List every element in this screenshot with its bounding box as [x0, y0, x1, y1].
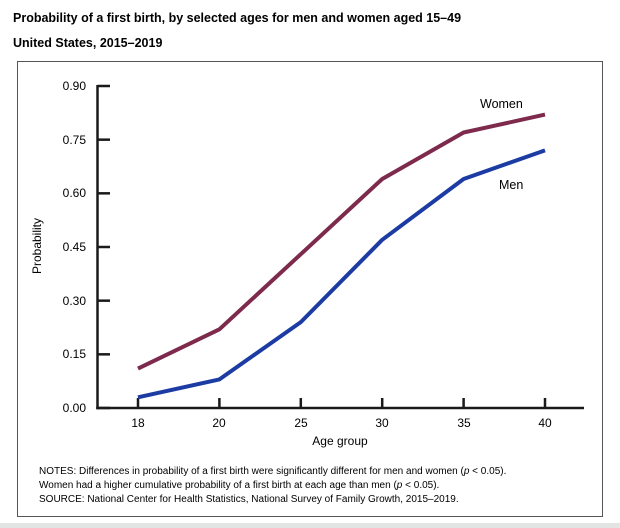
- figure-header: Probability of a first birth, by selecte…: [13, 6, 607, 56]
- y-axis-title: Probability: [30, 217, 44, 275]
- note-line: Women had a higher cumulative probabilit…: [39, 480, 440, 491]
- figure-subtitle: United States, 2015–2019: [13, 36, 163, 50]
- x-tick-label: 20: [212, 416, 226, 430]
- notes-block: NOTES: Differences in probability of a f…: [39, 465, 599, 507]
- y-tick-label: 0.15: [62, 347, 86, 361]
- page-bottom-strip: [0, 523, 620, 528]
- y-tick-label: 0.30: [62, 294, 86, 308]
- series-line-women: [137, 112, 546, 371]
- plot-svg: [96, 84, 584, 410]
- x-axis-title: Age group: [312, 434, 368, 448]
- chart-panel: Probability Age group 0.90 0.75 0.60 0.4…: [17, 61, 603, 517]
- x-tick-label: 18: [131, 416, 145, 430]
- series-label-women: Women: [480, 97, 523, 111]
- x-tick-label: 35: [457, 416, 471, 430]
- x-tick-label: 25: [294, 416, 308, 430]
- x-tick-label: 30: [375, 416, 389, 430]
- note-line: SOURCE: National Center for Health Stati…: [39, 494, 459, 505]
- y-tick-label: 0.90: [62, 79, 86, 93]
- figure-title: Probability of a first birth, by selecte…: [13, 11, 462, 25]
- y-tick-label: 0.75: [62, 133, 86, 147]
- note-line: NOTES: Differences in probability of a f…: [39, 466, 507, 477]
- series-label-men: Men: [499, 178, 524, 192]
- x-tick-label: 40: [538, 416, 552, 430]
- series-line-men: [137, 148, 546, 400]
- y-tick-label: 0.45: [62, 240, 86, 254]
- y-tick-label: 0.00: [62, 401, 86, 415]
- y-tick-label: 0.60: [62, 186, 86, 200]
